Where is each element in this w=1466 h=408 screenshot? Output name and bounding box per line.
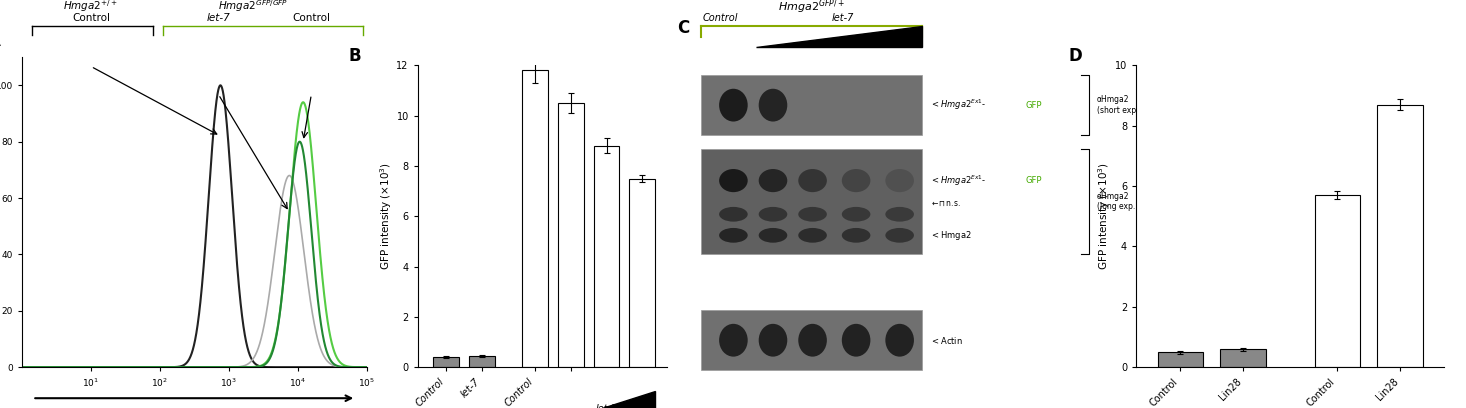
Ellipse shape [720, 89, 748, 122]
Ellipse shape [799, 228, 827, 243]
Bar [701, 75, 922, 135]
Ellipse shape [720, 169, 748, 192]
Ellipse shape [759, 228, 787, 243]
Text: $Hmga2^{GFP/+}$: $Hmga2^{GFP/+}$ [778, 0, 846, 16]
Text: Control: Control [292, 13, 330, 23]
Ellipse shape [885, 207, 913, 222]
Text: $<Hmga2^{Ex1}$-: $<Hmga2^{Ex1}$- [931, 98, 987, 112]
Polygon shape [756, 26, 922, 47]
Text: GFP: GFP [1025, 101, 1042, 110]
Bar [434, 357, 459, 367]
Text: D: D [1069, 47, 1082, 65]
Text: C: C [677, 19, 689, 37]
Ellipse shape [759, 169, 787, 192]
Bar [469, 356, 494, 367]
Text: $Hmga2^{GFP/GFP}$: $Hmga2^{GFP/GFP}$ [217, 0, 287, 14]
Bar [1315, 195, 1360, 367]
Text: Control: Control [702, 13, 739, 23]
Ellipse shape [799, 207, 827, 222]
Ellipse shape [799, 169, 827, 192]
Ellipse shape [799, 324, 827, 357]
Bar [1158, 352, 1202, 367]
Ellipse shape [759, 324, 787, 357]
Bar [1220, 349, 1265, 367]
Text: $<$Hmga2: $<$Hmga2 [931, 229, 972, 242]
Bar [701, 149, 922, 254]
Text: $Hmga2^{+/+}$: $Hmga2^{+/+}$ [63, 0, 119, 14]
Text: B: B [347, 47, 361, 65]
Ellipse shape [841, 324, 871, 357]
Text: Control: Control [72, 13, 110, 23]
Bar [559, 103, 583, 367]
Y-axis label: GFP intensity ($\times10^3$): GFP intensity ($\times10^3$) [378, 162, 394, 270]
Ellipse shape [885, 324, 913, 357]
Text: αHmga2
(short exp.): αHmga2 (short exp.) [1097, 95, 1141, 115]
Text: $<$Actin: $<$Actin [931, 335, 963, 346]
Bar [629, 179, 655, 367]
Y-axis label: GFP intensity ($\times10^3$): GFP intensity ($\times10^3$) [1097, 162, 1113, 270]
Bar [522, 70, 548, 367]
Ellipse shape [720, 207, 748, 222]
Text: let-7: let-7 [833, 13, 855, 23]
Polygon shape [559, 391, 654, 408]
Ellipse shape [885, 169, 913, 192]
Ellipse shape [885, 228, 913, 243]
Ellipse shape [841, 169, 871, 192]
Ellipse shape [841, 228, 871, 243]
Ellipse shape [759, 89, 787, 122]
Text: GFP: GFP [1025, 176, 1042, 185]
Bar [594, 146, 619, 367]
Text: $<Hmga2^{Ex1}$-: $<Hmga2^{Ex1}$- [931, 173, 987, 188]
Ellipse shape [759, 207, 787, 222]
Ellipse shape [841, 207, 871, 222]
Bar [1378, 104, 1422, 367]
Text: $\leftarrow\!\!\sqcap$n.s.: $\leftarrow\!\!\sqcap$n.s. [931, 199, 960, 208]
Ellipse shape [720, 228, 748, 243]
Text: let-7: let-7 [595, 404, 617, 408]
Bar [701, 310, 922, 370]
Text: let-7: let-7 [207, 13, 230, 23]
Text: αHmga2
(long exp.): αHmga2 (long exp.) [1097, 192, 1138, 211]
Ellipse shape [720, 324, 748, 357]
